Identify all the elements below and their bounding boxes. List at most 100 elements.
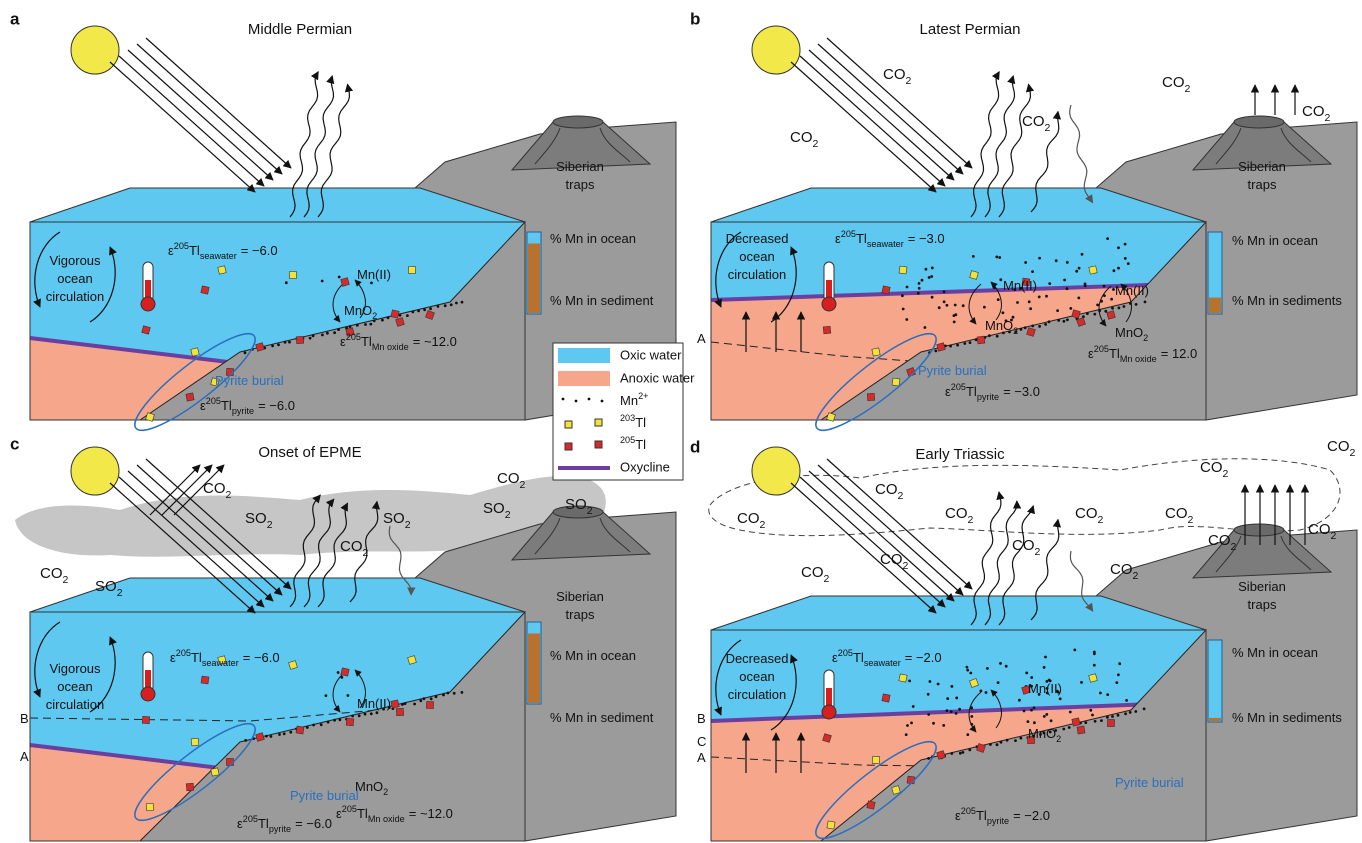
panel-title: Latest Permian [920,21,1021,38]
mn-dot [326,332,329,335]
mn-bar-sediment [1209,298,1221,313]
mn-dot [278,733,281,736]
tl-square [191,348,199,356]
label-part: Tl [856,231,867,246]
mn-dot [1144,301,1147,304]
label-part: 2 [520,479,526,491]
sun [752,447,800,495]
label-part: SO [95,578,117,595]
panel-title: Middle Permian [248,21,352,38]
mn-dot [1063,320,1066,323]
tl-square [1077,726,1085,734]
label-line: ocean [739,249,774,264]
label: A [697,331,706,346]
mn-dot [1068,726,1071,729]
label-part: A [697,750,706,765]
mn-dot [358,714,361,717]
mn-dot [1066,261,1069,264]
mn-dot [1124,712,1127,715]
mn-dot [1118,662,1121,665]
label-part: Pyrite burial [1115,775,1184,790]
label-part: CO [801,564,824,581]
mn-dot [1093,664,1096,667]
mn-dot [429,307,432,310]
label-part: B [20,711,29,726]
mn-dot [997,298,1000,301]
arrow [146,38,291,168]
mn-dot [455,302,458,305]
arrow [110,62,255,192]
label-part: Tl [357,806,368,821]
mn-dot [950,752,953,755]
mn-dot [1093,652,1096,655]
mn-dot [1059,697,1062,700]
mn-dot [996,335,999,338]
label-part: Mn(II) [357,267,391,282]
mn-dot [1117,267,1120,270]
mn-dot [1043,715,1046,718]
crater [1234,116,1284,128]
tl-square [823,326,831,334]
label-part: = −6.0 [295,816,332,831]
label: % Mn in sediments [1232,293,1342,308]
mn-dot [1098,309,1101,312]
label: Mn(II) [1115,283,1149,298]
label-part: MnO [1115,325,1143,340]
mn-dot [906,724,909,727]
legend-anoxic [558,371,610,386]
mn-dot [1043,666,1046,669]
mn-dot [1111,307,1114,310]
legend-label: Anoxic water [620,370,695,385]
mn-dot [1143,708,1146,711]
label-part: = 12.0 [1161,346,1198,361]
label-line: ocean [739,669,774,684]
mn-dot [972,255,975,258]
label-part: 2 [824,573,830,585]
label: CO2 [875,481,904,502]
label-part: CO [1022,113,1045,130]
mn-dot [1077,297,1080,300]
label-line: circulation [728,267,787,282]
mn-dot [1084,721,1087,724]
mn-dot [417,310,420,313]
mn-dot [312,334,315,337]
label-part: Tl [966,384,977,399]
mn-dot [1018,699,1021,702]
label: % Mn in ocean [1232,645,1318,660]
tl-square [391,700,399,708]
panel-letter: d [690,437,700,456]
label-part: CO [1012,537,1035,554]
mn-dot [1029,307,1032,310]
mn-dot [1106,716,1109,719]
mn-dot [333,331,336,334]
mn-dot [321,280,324,283]
label-part: CO [1200,459,1223,476]
mn-dot [938,306,941,309]
label-part: MnO [344,303,372,318]
mn-dot [1045,295,1048,298]
mn-dot [265,735,268,738]
label-part: = −2.0 [1013,808,1050,823]
mn-dot [1106,693,1109,696]
mn-dot [387,316,390,319]
label-part: CO [1075,505,1098,522]
label: Mn(II) [1028,681,1062,696]
mn-dot [370,712,373,715]
label-part: Tl [976,808,987,823]
mn-dot [931,267,934,270]
mn-dot [958,708,961,711]
tl-square [1089,266,1097,274]
tl-square [899,266,907,274]
mn-dot [1024,261,1027,264]
mn-dot [954,313,957,316]
mn-dot [1030,676,1033,679]
mn-dot [289,731,292,734]
label-line: traps [1248,597,1277,612]
mn-dot [1103,294,1106,297]
label: CO2 [1075,505,1104,526]
mn-dot [1066,287,1069,290]
mn-dot [1027,720,1030,723]
mn-dot [1118,307,1121,310]
label-line: Vigorous [49,661,101,676]
mn-dot [461,301,464,304]
